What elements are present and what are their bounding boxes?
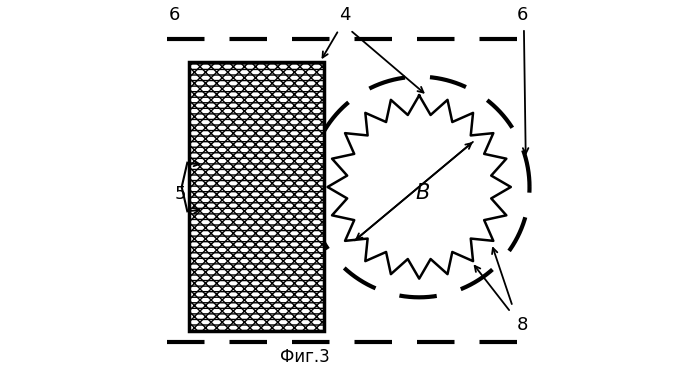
Text: 5: 5: [174, 186, 186, 203]
Polygon shape: [328, 95, 511, 279]
Text: 4: 4: [339, 6, 350, 24]
Bar: [189, 62, 324, 331]
Text: B: B: [416, 183, 430, 203]
Text: 6: 6: [517, 6, 528, 24]
Text: 6: 6: [169, 6, 180, 24]
Text: 8: 8: [517, 316, 528, 334]
Bar: [189, 62, 324, 331]
Text: Фиг.3: Фиг.3: [280, 348, 330, 366]
